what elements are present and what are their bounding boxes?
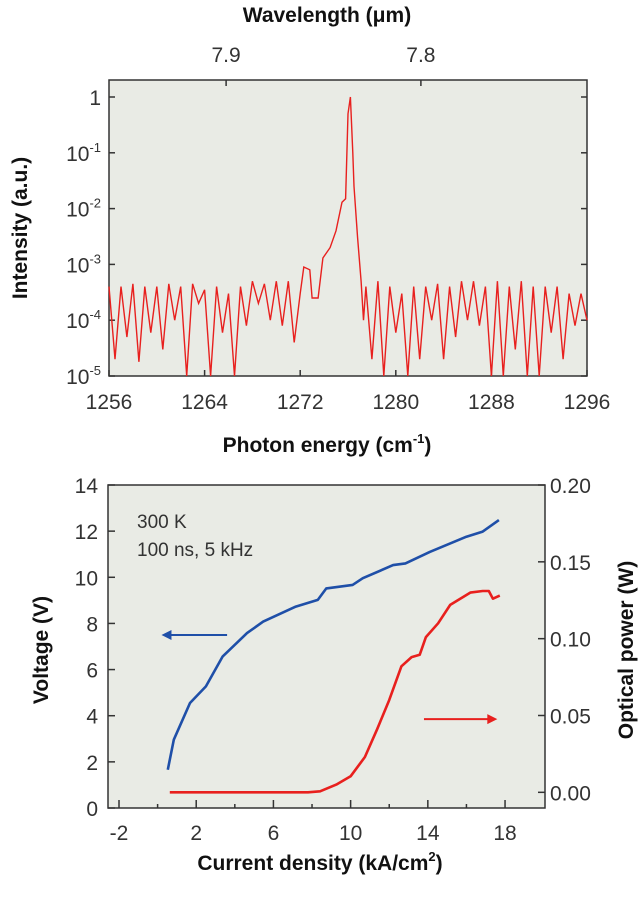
y-axis-label: Voltage (V) — [30, 596, 53, 704]
y-tick-label: 0 — [86, 798, 98, 821]
x-tick-label: -2 — [110, 822, 129, 845]
y-tick-label: 12 — [75, 521, 98, 544]
y-tick-label: 1 — [89, 87, 101, 110]
y-tick-label: 10 — [75, 567, 98, 590]
x-tick-label: 1280 — [372, 391, 419, 414]
x-axis-label-end: ) — [424, 434, 431, 457]
x-tick-label: 1256 — [86, 391, 133, 414]
x-tick-label: 1272 — [277, 391, 324, 414]
arrow-head-icon — [487, 714, 498, 725]
x-tick-label: 1288 — [468, 391, 515, 414]
x-axis-label: Photon energy (cm-1) — [223, 431, 432, 457]
x-axis-label-main: Photon energy (cm — [223, 434, 413, 457]
x-axis-label: Current density (kA/cm2) — [197, 849, 442, 875]
x-tick-label: 10 — [339, 822, 362, 845]
y-tick-label: 8 — [86, 613, 98, 636]
spectrum-chart: Wavelength (μm) Intensity (a.u.) Photon … — [9, 4, 610, 457]
x-tick-label: 2 — [190, 822, 202, 845]
y2-tick-label: 0.20 — [550, 475, 591, 498]
x-tick-label: 18 — [493, 822, 516, 845]
y-tick-label: 10-5 — [66, 363, 101, 389]
y2-axis-label: Optical power (W) — [615, 561, 638, 740]
plot-background — [107, 484, 546, 809]
annotation-temperature: 300 K — [137, 512, 187, 533]
y-tick-label: 14 — [75, 475, 99, 498]
y2-tick-label: 0.10 — [550, 629, 591, 652]
x-tick-label: 1296 — [564, 391, 611, 414]
y2-tick-label: 0.15 — [550, 552, 591, 575]
optical-power-line — [169, 589, 501, 794]
top-axis-label: Wavelength (μm) — [243, 4, 411, 27]
top-tick-label: 7.9 — [212, 44, 241, 67]
spectrum-line — [108, 96, 588, 377]
x-axis-label-end: ) — [436, 852, 443, 875]
x-axis-label-sup: -1 — [413, 431, 425, 446]
y-tick-label: 4 — [86, 706, 98, 729]
x-axis-label-main: Current density (kA/cm — [197, 852, 428, 875]
annotation-pulse: 100 ns, 5 kHz — [137, 540, 253, 561]
y-tick-label: 10-4 — [66, 307, 101, 333]
x-tick-label: 1264 — [181, 391, 228, 414]
y-axis-label: Intensity (a.u.) — [9, 157, 32, 299]
y2-tick-label: 0.05 — [550, 705, 591, 728]
y-tick-label: 10-2 — [66, 196, 101, 222]
y-tick-label: 10-1 — [66, 140, 101, 166]
y-tick-label: 2 — [86, 752, 98, 775]
y-tick-label: 6 — [86, 660, 98, 683]
y2-tick-label: 0.00 — [550, 782, 591, 805]
arrow-head-icon — [161, 629, 172, 640]
top-tick-label: 7.8 — [406, 44, 435, 67]
x-tick-label: 6 — [268, 822, 280, 845]
voltage-line — [166, 519, 500, 770]
x-axis-label-sup: 2 — [428, 849, 435, 864]
y-tick-label: 10-3 — [66, 251, 101, 277]
x-tick-label: 14 — [416, 822, 440, 845]
liv-chart: Voltage (V) Optical power (W) Current de… — [30, 475, 638, 875]
